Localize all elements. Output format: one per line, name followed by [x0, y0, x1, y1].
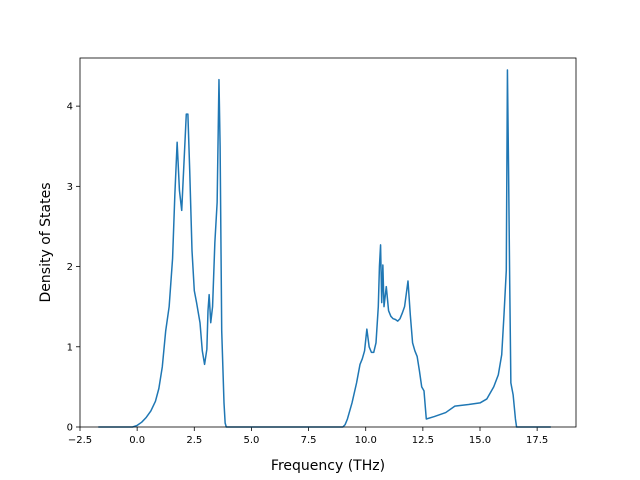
y-axis-label: Density of States	[38, 183, 54, 303]
x-tick-label: 0.0	[129, 435, 145, 446]
x-tick-label: 17.5	[526, 435, 548, 446]
x-tick-label: 7.5	[301, 435, 317, 446]
y-tick-label: 2	[67, 262, 73, 273]
y-axis-ticks: 0 1 2 3 4	[67, 102, 80, 434]
plot-area	[80, 58, 576, 427]
x-tick-label: 12.5	[412, 435, 434, 446]
dos-series-line	[98, 69, 551, 428]
x-tick-label: 5.0	[243, 435, 259, 446]
y-tick-label: 3	[67, 182, 73, 193]
x-tick-label: 10.0	[355, 435, 377, 446]
y-tick-label: 0	[67, 423, 73, 434]
y-tick-label: 4	[67, 102, 73, 113]
x-tick-label: 2.5	[186, 435, 202, 446]
y-tick-label: 1	[67, 342, 73, 353]
x-tick-label: −2.5	[68, 435, 92, 446]
x-tick-label: 15.0	[469, 435, 491, 446]
x-axis-ticks: −2.5 0.0 2.5 5.0 7.5 10.0 12.5 15.0 17.5	[68, 427, 548, 446]
series-layer	[98, 69, 551, 428]
x-axis-label: Frequency (THz)	[271, 458, 385, 474]
plot-frame	[79, 57, 577, 428]
